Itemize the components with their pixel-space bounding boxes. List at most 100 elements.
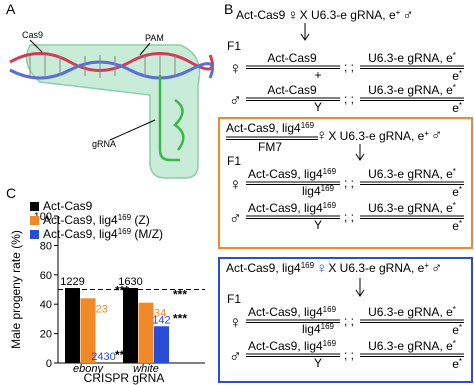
parent-genotype: Act-Cas9, lig4169 [226, 261, 315, 276]
separator: ; ; [344, 60, 354, 74]
pam-label: PAM [145, 33, 164, 43]
text-part: e [452, 357, 459, 371]
text-part: * [459, 69, 462, 78]
text-part: U6.3-e gRNA, e [368, 167, 453, 181]
genotype-bottom: e* [452, 219, 462, 234]
text-part: 169 [301, 261, 315, 270]
legend-label: Act-Cas9, lig4169 (Z) [43, 213, 150, 228]
count-label: 142 [152, 314, 170, 326]
count-label: 1630 [118, 276, 142, 288]
text-part: * [459, 185, 462, 194]
bar [123, 288, 138, 363]
text-part: 169 [323, 167, 337, 176]
sex-symbol: ♀ [229, 313, 242, 332]
cross-genotype: X U6.3-e gRNA, e+ [328, 129, 429, 144]
text-part: 169 [323, 201, 337, 210]
genotype-bottom: e* [452, 69, 462, 84]
parent-genotype: Act-Cas9 [236, 8, 286, 22]
separator: ; ; [344, 314, 354, 328]
parent-genotype: Act-Cas9, lig4169 [226, 121, 315, 136]
genotype-top: Act-Cas9, lig4169 [248, 305, 337, 320]
text-part: Act-Cas9, lig4 [248, 167, 323, 181]
text-part: U6.3-e gRNA, e [368, 51, 453, 65]
text-part: X U6.3-e gRNA, e [328, 129, 424, 143]
arrow-head [355, 289, 365, 297]
female-symbol: ♀ [287, 7, 298, 24]
sex-symbol: ♂ [229, 209, 242, 228]
count-label: 1234 [142, 308, 166, 320]
sex-symbol: ♀ [229, 59, 242, 78]
x-axis-title: CRISPR gRNA [84, 371, 165, 385]
genotype-bottom: lig4169 [302, 184, 335, 199]
text-part: 169 [321, 184, 335, 193]
separator: ; ; [344, 176, 354, 190]
text-part: * [453, 305, 456, 314]
y-tick-label: 40 [40, 299, 52, 311]
genotype-top: U6.3-e gRNA, e* [368, 167, 456, 182]
cross-box [218, 117, 473, 249]
text-part: Act-Cas9, lig4 [43, 213, 118, 227]
male-symbol: ♂ [431, 260, 442, 277]
y-tick-label: 0 [46, 358, 52, 370]
x-tick-label: white [133, 363, 159, 375]
genotype-top: U6.3-e gRNA, e* [368, 51, 456, 66]
separator: ; ; [344, 210, 354, 224]
significance-label: *** [173, 288, 187, 302]
genotype-top: U6.3-e gRNA, e* [368, 339, 456, 354]
genotype-top: Act-Cas9, lig4169 [248, 167, 337, 182]
text-part: * [459, 323, 462, 332]
y-tick-label: 80 [40, 240, 52, 252]
x-tick-label: ebony [73, 363, 104, 375]
generation-label: F1 [227, 154, 241, 168]
generation-label: F1 [227, 292, 241, 306]
genotype-top: Act-Cas9 [267, 83, 317, 97]
bar [80, 298, 96, 363]
text-part: U6.3-e gRNA, e [368, 201, 453, 215]
text-part: Act-Cas9, lig4 [248, 339, 323, 353]
text-part: + [424, 261, 429, 270]
text-part: + [424, 129, 429, 138]
text-part: * [453, 83, 456, 92]
y-tick-label: 60 [40, 270, 52, 282]
genotype-top: U6.3-e gRNA, e* [368, 201, 456, 216]
genotype-bottom: Y [314, 356, 322, 370]
label-pointer [139, 42, 151, 56]
text-part: e [452, 185, 459, 199]
count-label: 2430 [91, 351, 115, 363]
text-part: (Z) [131, 213, 150, 227]
base-pairs [29, 55, 176, 78]
text-part: * [453, 339, 456, 348]
text-part: * [459, 357, 462, 366]
genotype-top: Act-Cas9, lig4169 [248, 201, 337, 216]
cas9-diagram: A Cas9 PAM gRNA [6, 1, 214, 179]
legend-label: Act-Cas9, lig4169 (M/Z) [43, 227, 163, 242]
legend-swatch [30, 202, 39, 211]
label-pointer [109, 119, 156, 141]
female-symbol: ♀ [316, 127, 327, 144]
panel-label: B [224, 1, 233, 17]
count-label: 1123 [84, 303, 108, 315]
separator: ; ; [344, 348, 354, 362]
text-part: * [453, 167, 456, 176]
text-part: 169 [301, 121, 315, 130]
legend-swatch [30, 230, 39, 239]
significance-label: *** [173, 311, 187, 325]
text-part: * [459, 101, 462, 110]
genotype-bottom: e* [452, 357, 462, 372]
cross-genotype: X U6.3-e gRNA, e+ [328, 261, 429, 276]
sex-symbol: ♂ [229, 91, 242, 110]
text-part: * [453, 201, 456, 210]
cross-genotype: X U6.3-e gRNA, e+ [300, 8, 401, 23]
sex-symbol: ♂ [229, 347, 242, 366]
sex-symbol: ♀ [229, 175, 242, 194]
female-symbol: ♀ [316, 260, 327, 277]
text-part: X U6.3-e gRNA, e [300, 8, 396, 22]
bar [65, 288, 80, 363]
genotype-bottom: Y [314, 100, 322, 114]
count-label: 1229 [60, 276, 84, 288]
text-part: * [453, 51, 456, 60]
genotype-top: U6.3-e gRNA, e* [368, 83, 456, 98]
text-part: e [452, 101, 459, 115]
text-part: e [452, 219, 459, 233]
